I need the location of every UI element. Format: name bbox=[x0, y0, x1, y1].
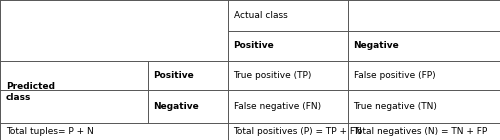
Text: False negative (FN): False negative (FN) bbox=[234, 102, 320, 111]
Text: Total positives (P) = TP + FN: Total positives (P) = TP + FN bbox=[234, 127, 362, 136]
Text: Positive: Positive bbox=[154, 71, 194, 80]
Text: Positive: Positive bbox=[234, 41, 274, 50]
Text: False positive (FP): False positive (FP) bbox=[354, 71, 435, 80]
Text: Predicted
class: Predicted class bbox=[6, 82, 55, 102]
Text: True positive (TP): True positive (TP) bbox=[234, 71, 312, 80]
Text: Negative: Negative bbox=[354, 41, 399, 50]
Text: True negative (TN): True negative (TN) bbox=[354, 102, 438, 111]
Text: Actual class: Actual class bbox=[234, 11, 287, 20]
Text: Total negatives (N) = TN + FP: Total negatives (N) = TN + FP bbox=[354, 127, 488, 136]
Text: Negative: Negative bbox=[154, 102, 199, 111]
Text: Total tuples= P + N: Total tuples= P + N bbox=[6, 127, 94, 136]
